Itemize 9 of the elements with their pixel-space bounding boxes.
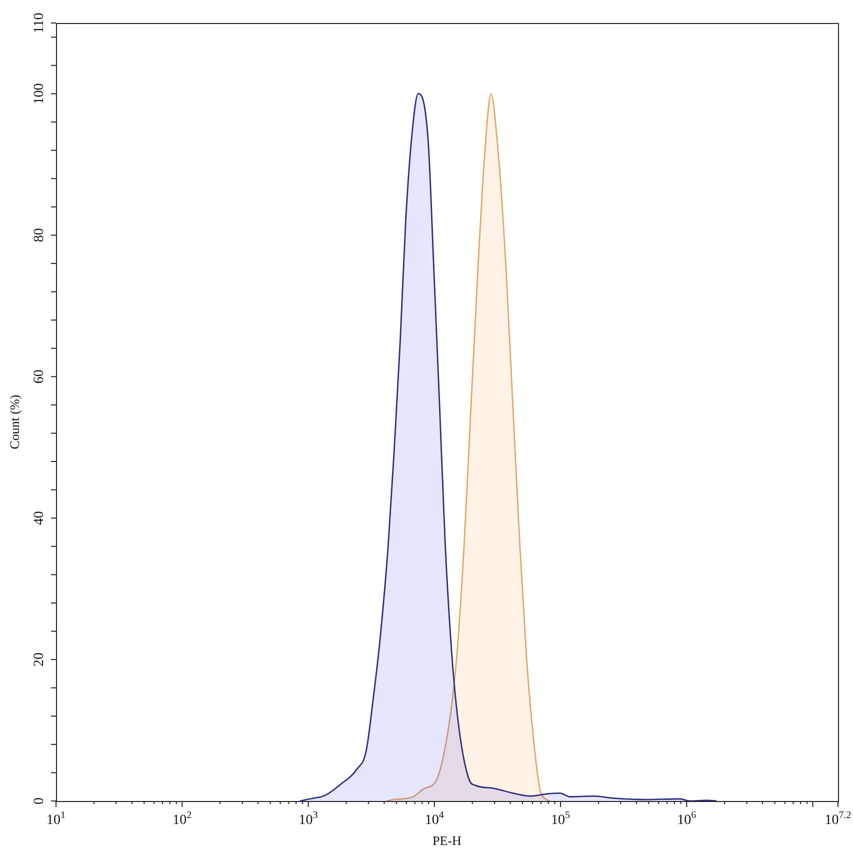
y-tick-label: 100	[32, 83, 47, 104]
y-tick-label: 110	[32, 12, 47, 34]
y-tick-label: 40	[32, 511, 47, 526]
y-tick-label: 80	[32, 228, 47, 242]
y-tick-label: 20	[32, 652, 47, 667]
y-tick-label: 60	[32, 370, 47, 384]
x-axis-title: PE-H	[432, 833, 462, 848]
y-tick-label: 0	[32, 798, 47, 804]
y-axis-title: Count (%)	[7, 394, 22, 450]
